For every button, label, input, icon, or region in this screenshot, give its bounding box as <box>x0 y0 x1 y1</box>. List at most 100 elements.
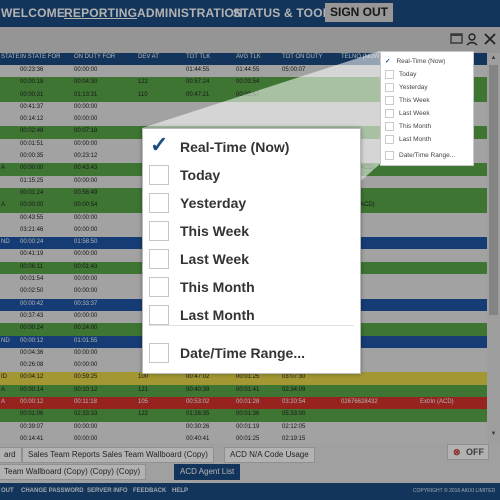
tab-team-wallboard-copy[interactable]: Team Wallboard (Copy) (Copy) (Copy) <box>0 464 147 480</box>
nav-item-administration[interactable]: ADMINISTRATION <box>137 6 243 20</box>
menu-item-label: Last Month <box>180 307 255 323</box>
table-row[interactable]: ID 00:04:12 00:59:25 100 00:47:02 00:01:25 03:… <box>0 372 487 385</box>
checkbox[interactable] <box>385 135 394 144</box>
table-cell: 00:02:48 <box>20 128 44 135</box>
table-row[interactable]: A 00:00:14 00:10:12 121 00:40:39 00:01:41 02:3… <box>0 384 487 398</box>
table-cell: 01:26:35 <box>186 411 210 418</box>
menu-item-last-month[interactable]: Last Month <box>149 305 354 327</box>
tab-wallboard[interactable]: ard <box>0 447 22 463</box>
table-cell: 122 <box>138 79 149 86</box>
nav-item-status-tools[interactable]: STATUS & TOOLS <box>233 6 339 20</box>
menu-item-date-time-range[interactable]: Date/Time Range... <box>149 343 354 365</box>
table-cell: 00:41:37 <box>20 103 44 110</box>
scroll-thumb[interactable] <box>489 65 498 315</box>
col-header[interactable]: STATE <box>1 54 20 60</box>
nav-item-welcome[interactable]: WELCOME <box>1 6 66 20</box>
nav-item-reporting[interactable]: REPORTING <box>64 6 138 20</box>
table-cell: 00:43:43 <box>74 165 98 172</box>
checkbox[interactable] <box>149 343 169 363</box>
col-header[interactable]: TELNO (NOW) <box>341 54 382 60</box>
checkbox[interactable] <box>149 277 169 297</box>
footer-logout-link[interactable]: OUT <box>1 488 14 494</box>
table-cell: 00:00:00 <box>74 349 98 356</box>
checkbox[interactable] <box>385 70 394 79</box>
scroll-down-icon[interactable]: ▼ <box>490 431 497 437</box>
mini-menu-item[interactable]: Last Month <box>385 135 431 144</box>
checkbox[interactable] <box>385 96 394 105</box>
footer-server-info-link[interactable]: SERVER INFO <box>87 488 128 494</box>
table-cell: 105 <box>138 399 149 406</box>
table-cell: 00:47:21 <box>186 91 210 98</box>
col-header[interactable]: AVG TLK <box>236 54 261 60</box>
table-cell: Ext/In (ACD) <box>420 399 454 406</box>
table-row[interactable]: 00:01:06 02:33:33 122 01:26:35 00:01:36 05:33… <box>0 409 487 422</box>
menu-item-yesterday[interactable]: Yesterday <box>149 193 354 215</box>
table-cell: 05:00:07 <box>282 67 306 73</box>
checkmark-icon: ✓ <box>150 132 169 157</box>
mini-menu-item[interactable]: ✓ Real-Time (Now) <box>385 57 445 65</box>
checkbox[interactable] <box>385 109 394 118</box>
footer-feedback-link[interactable]: FEEDBACK <box>133 488 167 494</box>
table-cell: 00:01:24 <box>20 189 44 196</box>
table-cell: 00:14:12 <box>20 116 44 123</box>
table-cell: 00:01:25 <box>236 435 260 442</box>
table-cell: 00:00:00 <box>74 116 98 123</box>
table-cell: 00:01:19 <box>236 423 260 430</box>
menu-item-this-week[interactable]: This Week <box>149 221 354 243</box>
mini-menu-item[interactable]: This Week <box>385 96 430 105</box>
footer-help-link[interactable]: HELP <box>172 488 189 494</box>
table-cell: 00:00:12 <box>20 399 44 406</box>
off-button[interactable]: ⊗ OFF <box>447 444 489 460</box>
col-header[interactable]: IN STATE FOR <box>20 54 61 60</box>
mini-menu-label: This Week <box>399 97 430 105</box>
col-header[interactable]: DEV AT <box>138 54 159 60</box>
col-header[interactable]: TOT TLK <box>186 54 211 60</box>
table-cell: A <box>1 202 6 209</box>
table-cell: 00:00:00 <box>20 165 44 172</box>
checkbox[interactable] <box>149 305 169 325</box>
table-cell: 00:00:14 <box>20 386 44 393</box>
menu-item-last-week[interactable]: Last Week <box>149 249 354 271</box>
table-scrollbar[interactable]: ▲ ▼ <box>487 53 500 443</box>
close-icon[interactable] <box>482 31 498 47</box>
table-row[interactable]: 00:14:41 00:00:00 00:40:41 00:01:25 02:19:15 <box>0 433 487 443</box>
menu-item-real-time[interactable]: ✓ Real-Time (Now) <box>149 132 354 159</box>
table-cell: A <box>1 386 6 393</box>
table-cell: 00:06:11 <box>20 263 43 270</box>
mini-menu-item[interactable]: Date/Time Range... <box>385 151 455 160</box>
tab-sales-team-wallboard-copy[interactable]: Sales Team Reports Sales Team Wallboard … <box>22 447 214 463</box>
menu-item-this-month[interactable]: This Month <box>149 277 354 299</box>
table-cell: 00:00:12 <box>20 337 44 344</box>
table-row[interactable]: A 00:00:12 00:11:18 105 00:53:02 00:01:28 03:2… <box>0 397 487 410</box>
tab-acd-agent-list[interactable]: ACD Agent List <box>174 464 241 480</box>
checkbox[interactable] <box>385 151 394 160</box>
checkbox[interactable] <box>385 122 394 131</box>
footer-change-password-link[interactable]: CHANGE PASSWORD <box>21 488 84 494</box>
table-cell: 00:04:30 <box>74 79 98 86</box>
col-header[interactable]: TOT ON DUTY <box>282 54 323 60</box>
user-settings-icon[interactable] <box>464 31 480 47</box>
table-cell: 00:43:55 <box>20 214 44 221</box>
table-cell: 00:00:18 <box>20 79 44 86</box>
top-nav: WELCOME REPORTING ADMINISTRATION STATUS … <box>0 0 500 27</box>
window-icon[interactable] <box>449 31 465 47</box>
mini-menu-label: Yesterday <box>399 84 428 92</box>
table-row[interactable]: 00:39:07 00:00:00 00:30:26 00:01:19 02:12:05 <box>0 421 487 434</box>
table-cell: 00:11:18 <box>74 399 97 406</box>
scroll-up-icon[interactable]: ▲ <box>490 55 497 61</box>
checkbox[interactable] <box>149 165 169 185</box>
mini-menu-item[interactable]: Yesterday <box>385 83 428 92</box>
sign-out-button[interactable]: SIGN OUT <box>325 3 393 22</box>
checkbox[interactable] <box>149 193 169 213</box>
checkbox[interactable] <box>385 83 394 92</box>
mini-menu-item[interactable]: This Month <box>385 122 431 131</box>
mini-menu-item[interactable]: Last Week <box>385 109 430 118</box>
table-cell: 00:41:19 <box>20 251 44 258</box>
mini-menu-item[interactable]: Today <box>385 70 416 79</box>
table-cell: 01:15:25 <box>20 177 44 184</box>
checkbox[interactable] <box>149 221 169 241</box>
tab-acd-na-code-usage[interactable]: ACD N/A Code Usage <box>224 447 315 463</box>
checkbox[interactable] <box>149 249 169 269</box>
col-header[interactable]: ON DUTY FOR <box>74 54 116 60</box>
menu-item-today[interactable]: Today <box>149 165 354 187</box>
